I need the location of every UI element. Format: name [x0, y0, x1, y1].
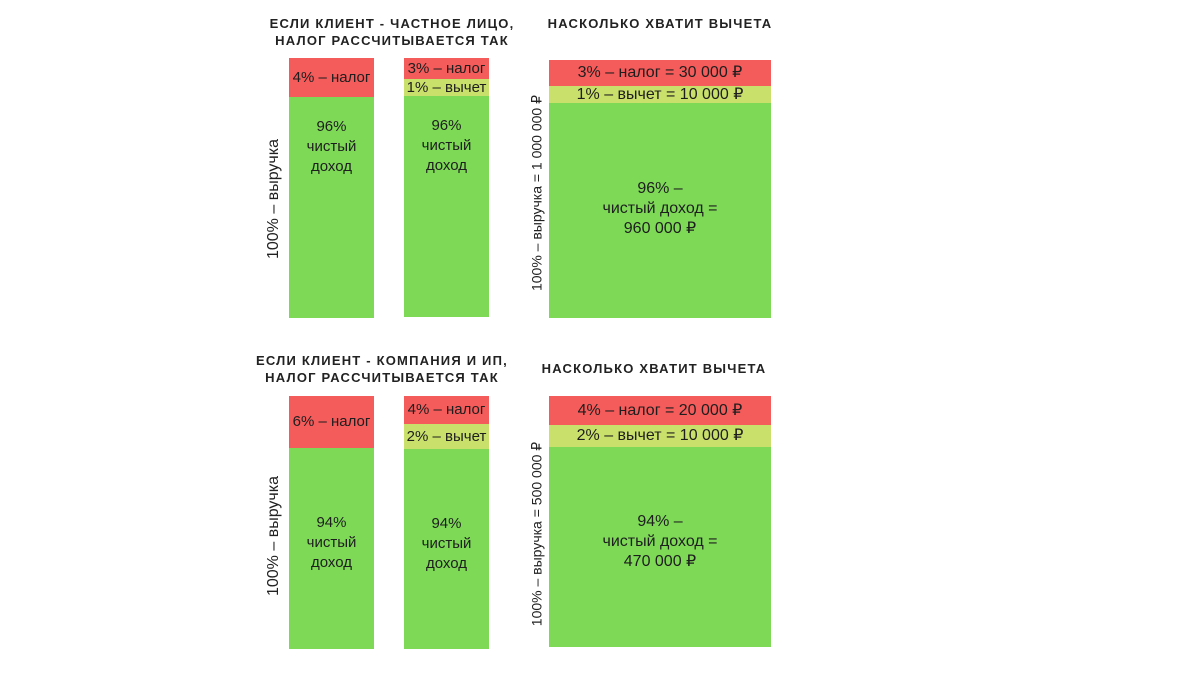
axis-label-revenue-1: 100% – выручка: [265, 138, 282, 260]
bar-segment-tax: 3% – налог: [404, 58, 489, 79]
bar-segment-deduction: 2% – вычет = 10 000 ₽: [549, 425, 771, 447]
bar-segment-tax: 3% – налог = 30 000 ₽: [549, 60, 771, 86]
stacked-bar-company-no-deduction: 6% – налог 94% чистый доход: [289, 396, 374, 649]
bar-segment-deduction: 1% – вычет: [404, 79, 489, 96]
bar-segment-net-income: 94% – чистый доход = 470 000 ₽: [549, 447, 771, 647]
heading-deduction-2: НАСКОЛЬКО ХВАТИТ ВЫЧЕТА: [541, 361, 767, 376]
bar-segment-deduction: 2% – вычет: [404, 424, 489, 449]
segment-label: 96% – чистый доход = 960 000 ₽: [602, 180, 718, 237]
bar-segment-net-income: 94% чистый доход: [289, 448, 374, 649]
bar-segment-tax: 4% – налог = 20 000 ₽: [549, 396, 771, 425]
segment-label: 2% – вычет = 10 000 ₽: [576, 427, 744, 444]
segment-label: 94% чистый доход: [306, 514, 357, 571]
axis-label-revenue-2: 100% – выручка: [265, 475, 282, 597]
segment-label: 96% чистый доход: [421, 117, 472, 174]
stacked-bar-individual-1m-revenue: 3% – налог = 30 000 ₽ 1% – вычет = 10 000…: [549, 60, 771, 318]
segment-label: 1% – вычет: [406, 78, 487, 96]
segment-label: 94% – чистый доход = 470 000 ₽: [602, 513, 718, 570]
bar-segment-tax: 4% – налог: [289, 58, 374, 97]
segment-label: 94% чистый доход: [421, 515, 472, 572]
segment-label: 4% – налог = 20 000 ₽: [577, 401, 743, 419]
segment-label: 3% – налог = 30 000 ₽: [577, 64, 743, 81]
bar-segment-net-income: 96% чистый доход: [404, 96, 489, 317]
segment-label: 2% – вычет: [406, 427, 487, 445]
stacked-bar-individual-with-deduction: 3% – налог 1% – вычет 96% чистый доход: [404, 58, 489, 317]
axis-label-revenue-big-1: 100% – выручка = 1 000 000 ₽: [528, 94, 545, 292]
bar-segment-tax: 4% – налог: [404, 396, 489, 424]
segment-label: 96% чистый доход: [306, 118, 357, 175]
heading-deduction-1: НАСКОЛЬКО ХВАТИТ ВЫЧЕТА: [547, 16, 773, 31]
heading-company: ЕСЛИ КЛИЕНТ - КОМПАНИЯ И ИП, НАЛОГ РАССЧ…: [256, 353, 508, 385]
bar-segment-tax: 6% – налог: [289, 396, 374, 448]
heading-individual: ЕСЛИ КЛИЕНТ - ЧАСТНОЕ ЛИЦО, НАЛОГ РАССЧИ…: [269, 16, 515, 48]
segment-label: 4% – налог: [407, 401, 486, 418]
stacked-bar-company-500k-revenue: 4% – налог = 20 000 ₽ 2% – вычет = 10 000…: [549, 396, 771, 647]
bar-segment-net-income: 96% чистый доход: [289, 97, 374, 318]
segment-label: 4% – налог: [292, 68, 371, 86]
segment-label: 6% – налог: [292, 413, 371, 430]
bar-segment-deduction: 1% – вычет = 10 000 ₽: [549, 86, 771, 103]
bar-segment-net-income: 94% чистый доход: [404, 449, 489, 649]
segment-label: 3% – налог: [407, 59, 486, 77]
stacked-bar-individual-no-deduction: 4% – налог 96% чистый доход: [289, 58, 374, 318]
segment-label: 1% – вычет = 10 000 ₽: [576, 85, 744, 103]
axis-label-revenue-big-2: 100% – выручка = 500 000 ₽: [528, 441, 545, 627]
bar-segment-net-income: 96% – чистый доход = 960 000 ₽: [549, 103, 771, 318]
stacked-bar-company-with-deduction: 4% – налог 2% – вычет 94% чистый доход: [404, 396, 489, 649]
